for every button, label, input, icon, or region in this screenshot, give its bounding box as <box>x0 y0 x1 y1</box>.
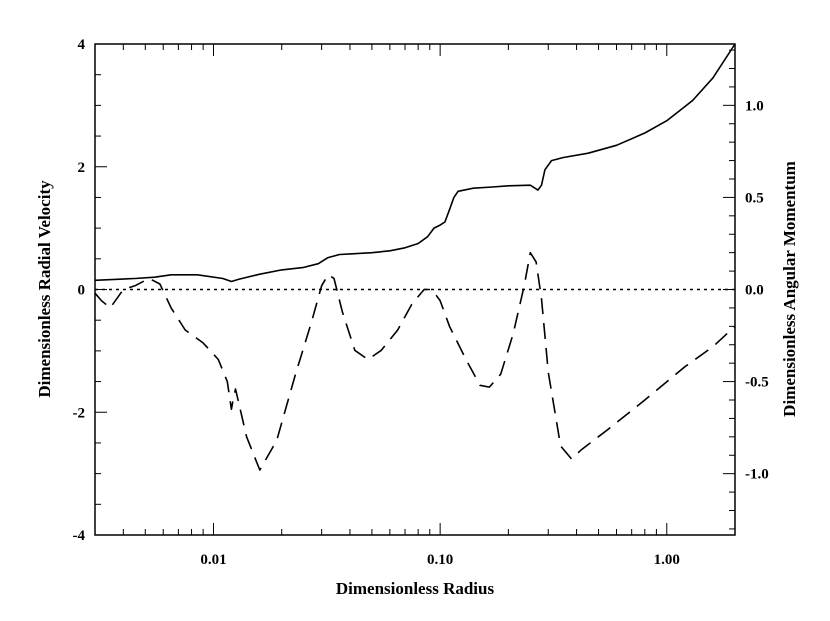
x-axis-title: Dimensionless Radius <box>336 579 495 598</box>
y2-tick-label: -1.0 <box>745 467 769 483</box>
y2-tick-label: 1.0 <box>745 98 764 114</box>
radial-velocity-series-line <box>94 43 736 283</box>
y-tick-label: 4 <box>78 37 86 53</box>
tick-label-group: 0.01 0.10 1.00 4 2 0 -2 -4 1.0 0.5 0.0 -0.5 -1.0 <box>73 37 769 568</box>
x-tick-label: 0.10 <box>427 552 453 568</box>
y2-tick-label: 0.0 <box>745 283 764 299</box>
y-axis-title: Dimensionless Radial Velocity <box>35 180 54 398</box>
y-tick-label: 0 <box>78 283 86 299</box>
y-tick-label: 2 <box>78 160 86 176</box>
y-tick-label: -4 <box>73 528 86 544</box>
y2-tick-label: 0.5 <box>745 190 764 206</box>
x-tick-label: 1.00 <box>654 552 680 568</box>
y2-axis-title: Dimensionless Angular Momentum <box>780 161 799 417</box>
x-tick-label: 0.01 <box>200 552 226 568</box>
series-group <box>94 43 736 471</box>
angular-momentum-series-line <box>94 251 736 471</box>
y2-tick-label: -0.5 <box>745 375 769 391</box>
y-tick-label: -2 <box>73 405 86 421</box>
tick-group <box>94 43 736 536</box>
plot-frame <box>94 43 736 536</box>
